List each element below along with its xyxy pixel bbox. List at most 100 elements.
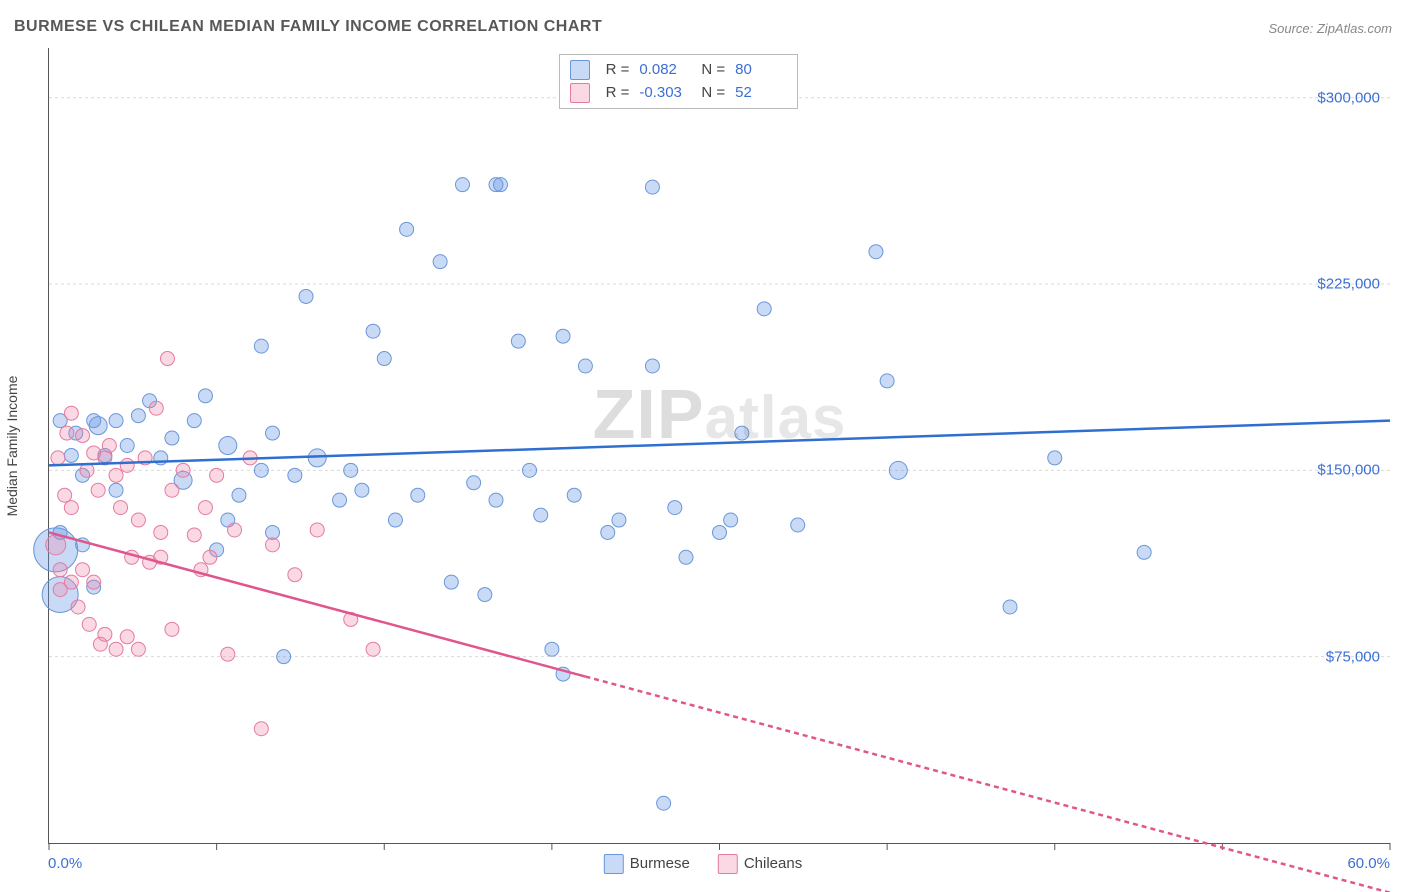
data-point-burmese	[578, 359, 592, 373]
data-point-chileans	[64, 406, 78, 420]
data-point-chileans	[51, 451, 65, 465]
data-point-burmese	[713, 525, 727, 539]
data-point-chileans	[210, 468, 224, 482]
data-point-burmese	[645, 359, 659, 373]
data-point-burmese	[880, 374, 894, 388]
data-point-burmese	[889, 461, 907, 479]
data-point-burmese	[344, 463, 358, 477]
data-point-chileans	[64, 575, 78, 589]
y-tick-label: $75,000	[1326, 648, 1380, 665]
data-point-burmese	[467, 476, 481, 490]
correlation-stats-box: R = 0.082N = 80R = -0.303N = 52	[559, 54, 799, 109]
data-point-burmese	[668, 501, 682, 515]
data-point-chileans	[266, 538, 280, 552]
data-point-burmese	[567, 488, 581, 502]
data-point-chileans	[109, 642, 123, 656]
legend: Burmese Chileans	[604, 854, 802, 874]
data-point-burmese	[308, 449, 326, 467]
swatch-burmese	[570, 60, 590, 80]
data-point-burmese	[288, 468, 302, 482]
data-point-burmese	[1048, 451, 1062, 465]
data-point-burmese	[377, 352, 391, 366]
data-point-chileans	[176, 463, 190, 477]
data-point-burmese	[645, 180, 659, 194]
data-point-burmese	[545, 642, 559, 656]
data-point-burmese	[455, 178, 469, 192]
swatch-chileans	[570, 83, 590, 103]
data-point-chileans	[131, 642, 145, 656]
data-point-burmese	[612, 513, 626, 527]
data-point-burmese	[534, 508, 548, 522]
data-point-chileans	[165, 483, 179, 497]
data-point-chileans	[254, 722, 268, 736]
data-point-burmese	[165, 431, 179, 445]
data-point-burmese	[478, 588, 492, 602]
data-point-burmese	[388, 513, 402, 527]
data-point-chileans	[120, 630, 134, 644]
data-point-burmese	[679, 550, 693, 564]
data-point-chileans	[131, 513, 145, 527]
data-point-burmese	[109, 414, 123, 428]
data-point-chileans	[64, 501, 78, 515]
data-point-chileans	[149, 401, 163, 415]
data-point-chileans	[58, 488, 72, 502]
data-point-burmese	[266, 426, 280, 440]
data-point-chileans	[288, 568, 302, 582]
data-point-burmese	[1137, 545, 1151, 559]
data-point-burmese	[187, 414, 201, 428]
data-point-burmese	[219, 437, 237, 455]
legend-label: Chileans	[744, 855, 802, 872]
stats-row-burmese: R = 0.082N = 80	[570, 59, 788, 82]
legend-swatch	[604, 854, 624, 874]
trend-line-chileans	[49, 532, 585, 676]
data-point-chileans	[120, 458, 134, 472]
data-point-chileans	[76, 429, 90, 443]
data-point-burmese	[433, 255, 447, 269]
data-point-burmese	[120, 439, 134, 453]
r-value: 0.082	[639, 59, 691, 82]
y-tick-label: $225,000	[1317, 276, 1380, 293]
data-point-burmese	[735, 426, 749, 440]
data-point-burmese	[254, 339, 268, 353]
data-point-chileans	[310, 523, 324, 537]
data-point-chileans	[76, 563, 90, 577]
trend-line-burmese	[49, 421, 1390, 466]
data-point-chileans	[366, 642, 380, 656]
data-point-chileans	[187, 528, 201, 542]
data-point-burmese	[254, 463, 268, 477]
x-axis-max-label: 60.0%	[1347, 855, 1390, 872]
legend-label: Burmese	[630, 855, 690, 872]
data-point-chileans	[203, 550, 217, 564]
data-point-chileans	[82, 617, 96, 631]
data-point-burmese	[355, 483, 369, 497]
data-point-burmese	[277, 650, 291, 664]
data-point-burmese	[757, 302, 771, 316]
data-point-burmese	[366, 324, 380, 338]
data-point-burmese	[232, 488, 246, 502]
data-point-burmese	[299, 289, 313, 303]
legend-item-chileans: Chileans	[718, 854, 802, 874]
data-point-burmese	[109, 483, 123, 497]
data-point-burmese	[493, 178, 507, 192]
data-point-chileans	[87, 575, 101, 589]
r-value: -0.303	[639, 82, 691, 105]
chart-plot-area: ZIPatlas R = 0.082N = 80R = -0.303N = 52…	[48, 48, 1390, 844]
data-point-burmese	[444, 575, 458, 589]
data-point-chileans	[71, 600, 85, 614]
data-point-chileans	[60, 426, 74, 440]
data-point-burmese	[1003, 600, 1017, 614]
data-point-burmese	[266, 525, 280, 539]
source-credit: Source: ZipAtlas.com	[1268, 21, 1392, 36]
data-point-chileans	[198, 501, 212, 515]
data-point-burmese	[411, 488, 425, 502]
data-point-chileans	[165, 622, 179, 636]
data-point-burmese	[89, 417, 107, 435]
data-point-burmese	[657, 796, 671, 810]
data-point-chileans	[46, 535, 66, 555]
y-axis-label: Median Family Income	[4, 376, 20, 517]
data-point-burmese	[791, 518, 805, 532]
data-point-chileans	[53, 563, 67, 577]
data-point-chileans	[102, 439, 116, 453]
data-point-burmese	[523, 463, 537, 477]
data-point-burmese	[601, 525, 615, 539]
